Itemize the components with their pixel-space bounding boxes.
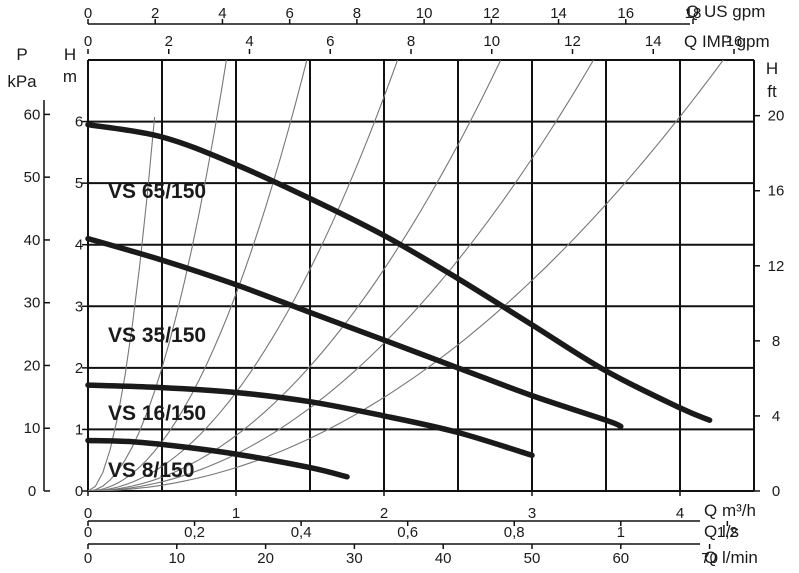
y-tick-kpa: 60 xyxy=(24,106,41,123)
axis-label-h-ft: H xyxy=(766,59,778,78)
y-tick-kpa: 30 xyxy=(24,295,41,312)
y-tick-m: 0 xyxy=(75,483,83,500)
y-tick-kpa: 0 xyxy=(28,483,36,500)
x-tick-impgpm: 16 xyxy=(726,33,743,50)
curve-label: VS 35/150 xyxy=(108,324,206,347)
system-curve xyxy=(88,60,227,491)
x-tick-impgpm: 4 xyxy=(245,33,253,50)
system-curve xyxy=(88,60,502,491)
x-tick-impgpm: 10 xyxy=(483,33,500,50)
x-tick-impgpm: 2 xyxy=(165,33,173,50)
pump-curve-vs-35-150 xyxy=(85,235,624,430)
x-tick-usgpm: 4 xyxy=(218,5,226,22)
x-tick-ls: 0,6 xyxy=(397,524,418,541)
x-tick-m3h: 0 xyxy=(84,505,92,522)
x-tick-m3h: 3 xyxy=(528,505,536,522)
axis-label-ls: Q l/s xyxy=(704,522,739,541)
pump-curves: VS 65/150 VS 35/150 VS 16/150 VS 8/150 xyxy=(85,121,713,482)
y-tick-m: 2 xyxy=(75,360,83,377)
pump-curve-vs-8-150 xyxy=(85,437,350,480)
x-tick-ls: 0,4 xyxy=(291,524,312,541)
x-tick-lmin: 70 xyxy=(701,550,718,567)
x-tick-lmin: 20 xyxy=(257,550,274,567)
grid xyxy=(87,59,755,492)
y-tick-ft: 12 xyxy=(768,258,785,275)
x-tick-usgpm: 12 xyxy=(483,5,500,22)
y-tick-m: 6 xyxy=(75,114,83,131)
x-tick-ls: 0,2 xyxy=(184,524,205,541)
axis-label-kpa: kPa xyxy=(7,72,37,91)
x-tick-usgpm: 16 xyxy=(617,5,634,22)
curve-label: VS 65/150 xyxy=(108,180,206,203)
x-tick-lmin: 10 xyxy=(168,550,185,567)
x-tick-usgpm: 6 xyxy=(285,5,293,22)
y-tick-ft: 20 xyxy=(768,108,785,125)
y-tick-m: 4 xyxy=(75,237,83,254)
x-tick-lmin: 30 xyxy=(346,550,363,567)
axis-label-h-m: H xyxy=(64,45,76,64)
y-tick-ft: 8 xyxy=(772,333,780,350)
x-tick-m3h: 4 xyxy=(676,505,684,522)
x-tick-lmin: 60 xyxy=(612,550,629,567)
x-tick-usgpm: 0 xyxy=(84,5,92,22)
x-tick-m3h: 1 xyxy=(232,505,240,522)
axis-label-lmin: Q l/min xyxy=(704,548,758,567)
y-tick-kpa: 40 xyxy=(24,232,41,249)
pump-curve-vs-16-150 xyxy=(85,382,535,459)
x-tick-lmin: 40 xyxy=(435,550,452,567)
y-tick-kpa: 20 xyxy=(24,357,41,374)
system-curve xyxy=(88,60,399,491)
system-curve xyxy=(88,60,595,491)
axis-label-ft: ft xyxy=(767,82,777,101)
y-tick-ft: 0 xyxy=(772,483,780,500)
x-tick-ls: 0 xyxy=(84,524,92,541)
x-tick-lmin: 0 xyxy=(84,550,92,567)
x-tick-impgpm: 14 xyxy=(645,33,662,50)
axis-label-usgpm: Q US gpm xyxy=(686,2,765,21)
y-tick-m: 3 xyxy=(75,298,83,315)
y-tick-kpa: 50 xyxy=(24,169,41,186)
x-tick-impgpm: 8 xyxy=(407,33,415,50)
x-tick-usgpm: 10 xyxy=(416,5,433,22)
x-tick-usgpm: 2 xyxy=(151,5,159,22)
y-tick-ft: 4 xyxy=(772,408,780,425)
x-tick-impgpm: 6 xyxy=(326,33,334,50)
x-tick-ls: 1,2 xyxy=(717,524,738,541)
system-curve xyxy=(88,116,156,491)
y-tick-ft: 16 xyxy=(768,183,785,200)
curve-label: VS 8/150 xyxy=(108,459,194,482)
axis-label-m3h: Q m³/h xyxy=(704,501,756,520)
axis-label-p: P xyxy=(16,45,27,64)
x-tick-usgpm: 8 xyxy=(353,5,361,22)
y-tick-kpa: 10 xyxy=(24,420,41,437)
x-tick-ls: 0,8 xyxy=(504,524,525,541)
y-tick-m: 5 xyxy=(75,175,83,192)
x-tick-usgpm: 14 xyxy=(550,5,567,22)
system-curves xyxy=(88,60,724,491)
curve-label: VS 16/150 xyxy=(108,402,206,425)
axis-label-impgpm: Q IMP gpm xyxy=(684,32,770,51)
y-tick-m: 1 xyxy=(75,421,83,438)
x-tick-usgpm: 18 xyxy=(685,5,702,22)
pump-curve-vs-65-150 xyxy=(85,121,713,423)
axis-label-h-m-unit: m xyxy=(63,67,77,86)
x-tick-lmin: 50 xyxy=(524,550,541,567)
system-curve xyxy=(88,60,724,491)
x-tick-ls: 1 xyxy=(617,524,625,541)
x-tick-impgpm: 0 xyxy=(84,33,92,50)
x-tick-m3h: 2 xyxy=(380,505,388,522)
x-tick-impgpm: 12 xyxy=(564,33,581,50)
